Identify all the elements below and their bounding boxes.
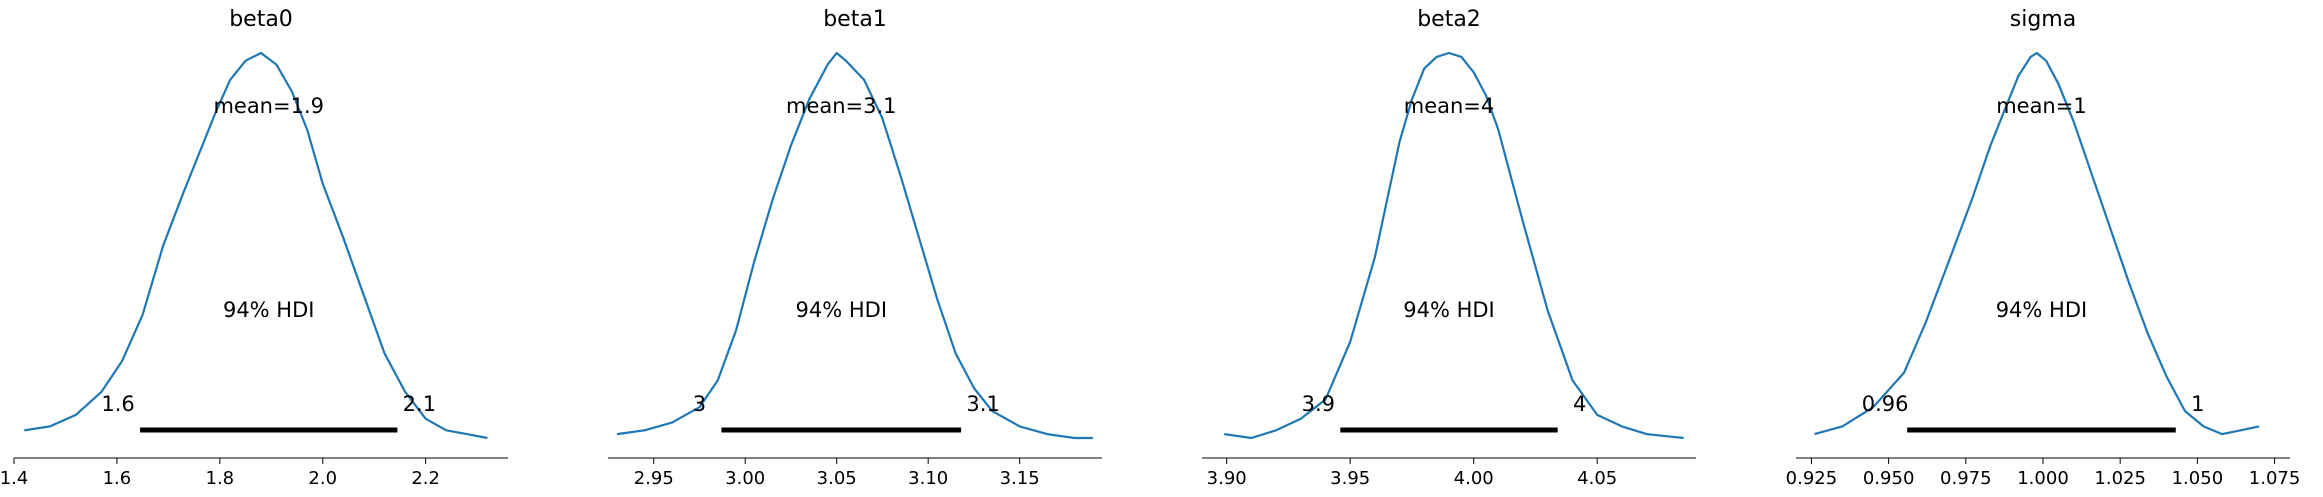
panel-beta0: beta0 mean=1.9 94% HDI 1.6 2.1 1.4 1.6 1.8 2.0 2.… [0, 7, 508, 489]
panel-title: beta1 [823, 7, 887, 32]
x-tick-label: 1.6 [103, 468, 132, 489]
panel-title: sigma [2010, 7, 2076, 32]
x-tick-label: 0.950 [1863, 468, 1915, 489]
x-tick-label: 1.8 [206, 468, 235, 489]
x-tick-label: 3.90 [1207, 468, 1247, 489]
hdi-label: 94% HDI [796, 298, 888, 322]
panel-title: beta2 [1417, 7, 1481, 32]
panel-title: beta0 [229, 7, 293, 32]
hdi-high-label: 1 [2191, 392, 2204, 416]
x-tick-label: 1.000 [2017, 468, 2069, 489]
density-curve [1814, 51, 2260, 436]
density-curve [616, 51, 1093, 440]
mean-label: mean=4 [1404, 94, 1495, 118]
hdi-low-label: 3.9 [1302, 392, 1335, 416]
x-tick-label: 4.05 [1577, 468, 1617, 489]
x-tick-label: 4.00 [1454, 468, 1494, 489]
mean-label: mean=1.9 [213, 94, 324, 118]
hdi-label: 94% HDI [1403, 298, 1495, 322]
mean-label: mean=3.1 [786, 94, 897, 118]
x-tick-label: 3.95 [1330, 468, 1370, 489]
hdi-high-label: 2.1 [403, 392, 436, 416]
x-tick-label: 2.95 [634, 468, 674, 489]
panel-beta1: beta1 mean=3.1 94% HDI 3 3.1 2.95 3.00 3.05 3.10… [608, 7, 1102, 489]
x-tick-label: 2.0 [308, 468, 337, 489]
panel-sigma: sigma mean=1 94% HDI 0.96 1 0.925 0.950 0.975 1.… [1786, 7, 2301, 489]
hdi-low-label: 0.96 [1862, 392, 1909, 416]
density-curve [1224, 51, 1684, 440]
x-tick-label: 3.10 [908, 468, 948, 489]
hdi-high-label: 4 [1573, 392, 1586, 416]
mean-label: mean=1 [1996, 94, 2087, 118]
x-tick-label: 0.925 [1786, 468, 1838, 489]
x-tick-label: 2.2 [411, 468, 440, 489]
x-tick-label: 1.075 [2249, 468, 2301, 489]
x-tick-label: 0.975 [1940, 468, 1992, 489]
x-tick-label: 3.05 [817, 468, 857, 489]
panel-beta2: beta2 mean=4 94% HDI 3.9 4 3.90 3.95 4.00 4.05 [1202, 7, 1696, 489]
x-tick-label: 1.025 [2094, 468, 2146, 489]
hdi-label: 94% HDI [223, 298, 315, 322]
x-tick-label: 3.00 [725, 468, 765, 489]
hdi-high-label: 3.1 [966, 392, 999, 416]
density-curve [24, 51, 488, 440]
hdi-low-label: 1.6 [101, 392, 134, 416]
hdi-label: 94% HDI [1996, 298, 2088, 322]
x-tick-label: 1.4 [0, 468, 28, 489]
x-tick-label: 1.050 [2172, 468, 2224, 489]
x-tick-label: 3.15 [1000, 468, 1040, 489]
hdi-low-label: 3 [693, 392, 706, 416]
